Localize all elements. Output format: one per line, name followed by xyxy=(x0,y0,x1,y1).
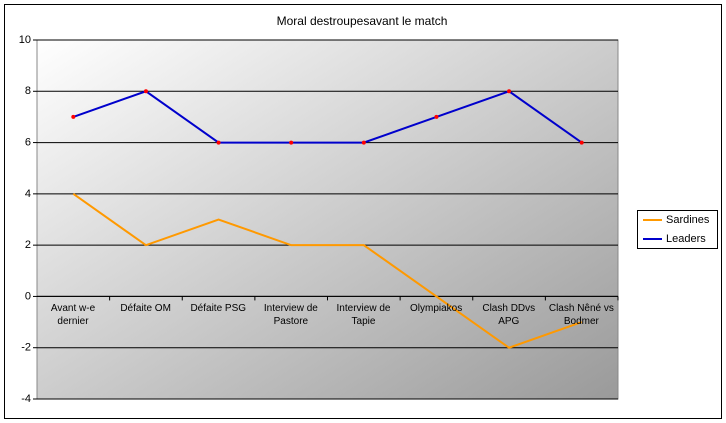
point-marker xyxy=(361,140,366,145)
point-marker xyxy=(289,140,294,145)
plot-area xyxy=(36,39,619,400)
x-tick-label: Olympiakos xyxy=(410,303,463,315)
x-tick-label: Défaite OM xyxy=(120,303,171,315)
legend-label: Sardines xyxy=(666,214,710,226)
y-tick-label: 4 xyxy=(25,188,31,200)
x-tick-label: Clash DDvs APG xyxy=(482,303,536,328)
chart-title: Moral destroupesavant le match xyxy=(277,14,448,28)
x-tick-label: Interview de Tapie xyxy=(336,303,391,328)
y-tick-label: -2 xyxy=(21,342,31,354)
x-tick-label: Défaite PSG xyxy=(190,303,247,315)
point-marker xyxy=(434,114,439,119)
y-tick-label: 2 xyxy=(25,239,31,251)
y-tick-label: 8 xyxy=(25,85,31,97)
x-tick-label: Interview de Pastore xyxy=(263,303,318,328)
point-marker xyxy=(507,89,512,94)
legend-box xyxy=(637,210,718,249)
y-tick-label: 6 xyxy=(25,136,31,148)
x-tick-label: Avant w-e dernier xyxy=(50,303,96,328)
point-marker xyxy=(143,89,148,94)
x-tick-label: Clash Nêné vs Bodmer xyxy=(548,303,614,328)
y-tick-label: 0 xyxy=(25,290,31,302)
legend-label: Leaders xyxy=(666,233,706,245)
series-line xyxy=(72,90,583,144)
series-line xyxy=(72,193,583,349)
point-marker xyxy=(579,140,584,145)
y-tick-label: -4 xyxy=(21,393,31,405)
point-marker xyxy=(216,140,221,145)
y-tick-label: 10 xyxy=(19,34,31,46)
point-marker xyxy=(71,114,76,119)
